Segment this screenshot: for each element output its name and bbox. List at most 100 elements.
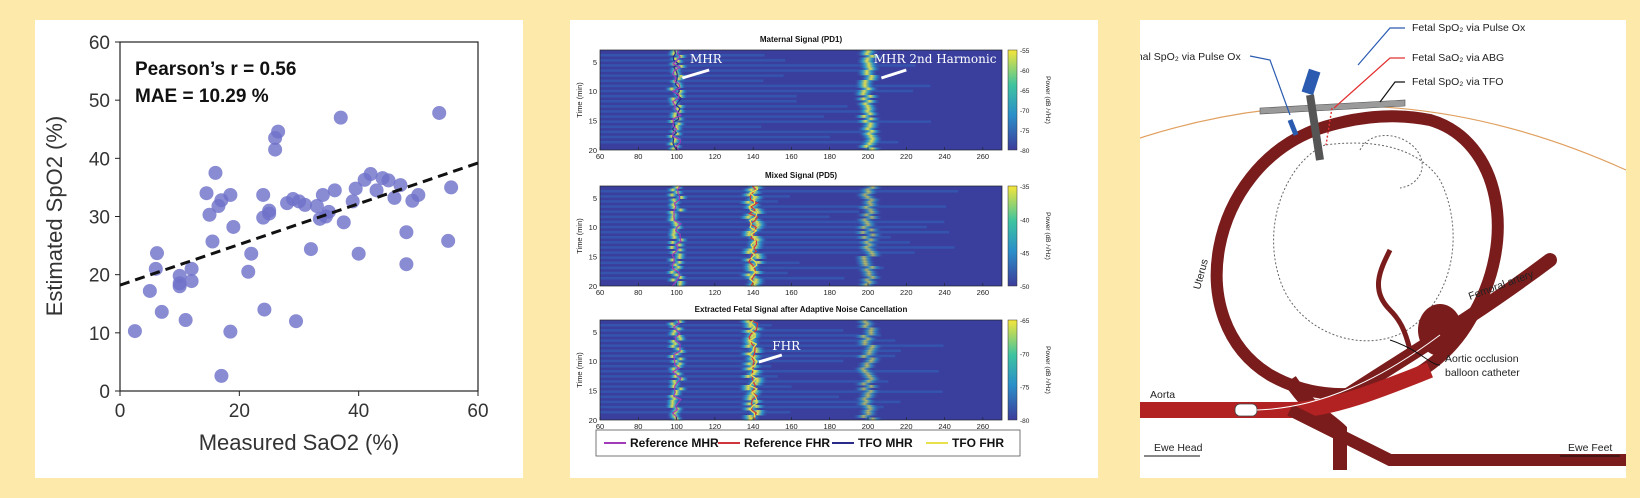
frequency-band <box>664 402 681 406</box>
spec-x-tick-label: 120 <box>709 288 722 297</box>
frequency-band <box>856 127 879 131</box>
frequency-band <box>670 327 687 331</box>
frequency-band <box>670 60 687 63</box>
frequency-band <box>853 193 876 197</box>
frequency-band <box>738 367 761 371</box>
frequency-band <box>855 145 878 148</box>
colorbar-tick-label: -80 <box>1020 418 1030 425</box>
frequency-band <box>666 415 683 418</box>
data-point <box>268 142 283 157</box>
spec-x-tick-label: 100 <box>670 422 683 431</box>
frequency-band <box>664 241 681 244</box>
noise-streak <box>600 344 944 347</box>
frequency-band <box>665 278 682 282</box>
leader-aortic <box>1389 339 1441 366</box>
y-tick-label: 30 <box>89 208 110 229</box>
frequency-band <box>670 85 687 88</box>
frequency-band <box>858 273 881 277</box>
spectrogram-title: Extracted Fetal Signal after Adaptive No… <box>695 305 908 314</box>
frequency-band <box>739 395 762 398</box>
frequency-band <box>665 147 682 151</box>
frequency-band <box>670 365 687 368</box>
colorbar-tick-label: -60 <box>1020 68 1030 75</box>
noise-streak <box>600 359 844 363</box>
noise-streak <box>600 271 788 275</box>
colorbar <box>1007 319 1018 421</box>
frequency-band <box>739 248 762 252</box>
frequency-band <box>856 57 879 61</box>
frequency-band <box>861 55 884 58</box>
frequency-band <box>852 387 875 391</box>
x-tick-label: 20 <box>229 401 250 422</box>
frequency-band <box>860 130 883 133</box>
frequency-band <box>852 256 875 259</box>
frequency-band <box>856 196 879 199</box>
noise-streak <box>600 200 778 203</box>
label-balloon-catheter: balloon catheter <box>1445 367 1520 379</box>
colorbar-tick-label: -65 <box>1020 88 1030 95</box>
data-point <box>336 215 351 230</box>
noise-streak <box>600 130 868 134</box>
frequency-band <box>858 201 881 204</box>
frequency-band <box>672 387 689 391</box>
frequency-band <box>742 198 765 202</box>
frequency-band <box>745 350 768 353</box>
frequency-band <box>742 332 765 336</box>
data-point <box>333 110 348 125</box>
frequency-band <box>666 228 683 232</box>
frequency-band <box>737 345 760 348</box>
frequency-band <box>861 233 884 237</box>
data-point <box>348 181 363 196</box>
frequency-band <box>853 90 876 93</box>
trace-line <box>747 319 759 421</box>
spec-y-tick-label: 20 <box>589 282 597 291</box>
frequency-band <box>857 352 880 356</box>
colorbar-tick-label: -75 <box>1020 385 1030 392</box>
noise-streak <box>600 370 939 373</box>
label-aortic-occlusion: Aortic occlusion <box>1445 353 1519 365</box>
frequency-band <box>857 87 880 91</box>
frequency-band <box>663 211 680 214</box>
spec-y-tick-label: 5 <box>593 194 597 203</box>
frequency-band <box>853 342 876 346</box>
arrow-mhr-harmonic <box>880 68 907 80</box>
frequency-band <box>746 380 769 383</box>
frequency-band <box>737 201 760 204</box>
frequency-band <box>856 105 879 108</box>
frequency-band <box>670 266 687 269</box>
frequency-band <box>739 415 762 418</box>
frequency-band <box>739 213 762 217</box>
noise-streak <box>600 395 840 399</box>
data-point <box>205 234 220 249</box>
frequency-band <box>853 236 876 239</box>
colorbar-tick-label: -75 <box>1020 128 1030 135</box>
colorbar-tick-label: -40 <box>1020 217 1030 224</box>
noise-streak <box>600 140 899 144</box>
frequency-band <box>861 253 884 257</box>
noise-streak <box>600 69 864 72</box>
spectrogram-title: Mixed Signal (PD5) <box>765 171 837 180</box>
x-tick-label: 0 <box>115 401 126 422</box>
fetus-head-outline <box>1359 135 1423 189</box>
spectrogram-1: Maternal Signal (PD1) 60 80 100 120 140 160 180… <box>575 35 1052 161</box>
frequency-band <box>855 221 878 224</box>
legend-label: Reference FHR <box>744 436 830 450</box>
frequency-band <box>665 332 682 336</box>
data-point <box>256 187 271 202</box>
frequency-band <box>856 188 879 192</box>
frequency-band <box>855 72 878 76</box>
frequency-band <box>665 203 682 207</box>
frequency-band <box>855 70 878 73</box>
frequency-band <box>672 208 689 212</box>
leader-abg <box>1333 57 1405 109</box>
frequency-band <box>664 400 681 403</box>
frequency-band <box>664 188 681 192</box>
frequency-band <box>663 246 680 249</box>
data-point <box>303 242 318 257</box>
noise-streak <box>600 64 916 67</box>
spec-x-tick-label: 60 <box>596 422 604 431</box>
frequency-band <box>860 360 883 363</box>
frequency-band <box>858 243 881 247</box>
frequency-band <box>861 357 884 361</box>
frequency-band <box>745 405 768 408</box>
